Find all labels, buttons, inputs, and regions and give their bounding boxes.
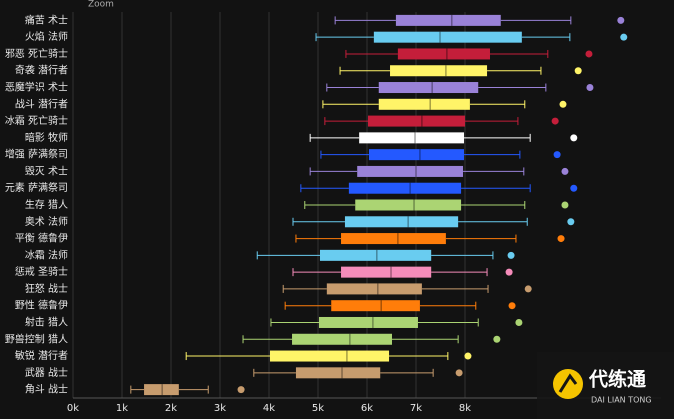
y-tick-label: 射击 猎人 [25, 315, 68, 328]
outlier [553, 151, 561, 159]
outlier [585, 50, 593, 58]
box [395, 14, 501, 26]
box [367, 115, 465, 127]
box [295, 367, 381, 379]
y-tick-label: 暗影 牧师 [25, 131, 68, 144]
x-tick-label: 5k [312, 403, 324, 414]
outlier [617, 16, 625, 24]
y-tick-label: 战斗 潜行者 [15, 97, 68, 110]
y-tick-label: 平衡 德鲁伊 [15, 232, 68, 245]
outlier [515, 318, 523, 326]
y-tick-label: 火焰 法师 [25, 30, 68, 43]
x-tick-label: 2k [165, 403, 177, 414]
watermark: 代练通 DAI LIAN TONG [537, 352, 674, 419]
outlier [493, 335, 501, 343]
outlier [561, 167, 569, 175]
x-tick-label: 0k [67, 403, 79, 414]
outlier [464, 352, 472, 360]
y-tick-label: 武器 战士 [25, 366, 68, 379]
outlier [570, 134, 578, 142]
y-tick-label: 邪恶 死亡骑士 [5, 47, 68, 60]
box [144, 384, 179, 396]
y-tick-label: 冰霜 死亡骑士 [5, 114, 68, 127]
y-tick-label: 恶魔学识 术士 [5, 81, 68, 94]
box [318, 316, 418, 328]
y-tick-label: 野兽控制 猎人 [5, 332, 68, 345]
outlier [586, 84, 594, 92]
box [390, 65, 488, 77]
box [397, 48, 490, 60]
box [341, 266, 432, 278]
y-tick-label: 奥术 法师 [25, 215, 68, 228]
watermark-title: 代练通 [588, 368, 647, 391]
box [319, 249, 432, 261]
y-tick-label: 元素 萨满祭司 [5, 181, 68, 194]
outlier [559, 100, 567, 108]
y-tick-label: 惩戒 圣骑士 [15, 265, 68, 278]
box [378, 98, 470, 110]
box [292, 333, 392, 345]
box [359, 132, 465, 144]
y-tick-label: 奇袭 潜行者 [15, 64, 68, 77]
outlier [455, 369, 463, 377]
y-tick-label: 敏锐 潜行者 [15, 349, 68, 362]
outlier [508, 302, 516, 310]
box [326, 283, 422, 295]
y-tick-label: 生存 猎人 [25, 198, 68, 211]
x-tick-label: 3k [214, 403, 226, 414]
x-tick-label: 1k [116, 403, 128, 414]
outlier [620, 33, 628, 41]
outlier [524, 285, 532, 293]
outlier [557, 235, 565, 243]
box [355, 199, 462, 211]
box [348, 182, 462, 194]
watermark-subtitle: DAI LIAN TONG [591, 396, 652, 405]
outlier [551, 117, 559, 125]
x-tick-label: 7k [410, 403, 422, 414]
y-tick-label: 痛苦 术士 [25, 13, 68, 26]
y-tick-label: 狂怒 战士 [25, 282, 68, 295]
outlier [507, 251, 515, 259]
y-tick-label: 冰霜 法师 [25, 248, 68, 261]
box [373, 31, 522, 43]
box [368, 149, 465, 161]
x-tick-label: 6k [361, 403, 373, 414]
watermark-logo [553, 369, 583, 399]
y-tick-label: 野性 德鲁伊 [15, 299, 68, 312]
box [357, 165, 464, 177]
outlier [570, 184, 578, 192]
watermark-logo-mark [558, 373, 578, 393]
box [344, 216, 459, 228]
toolbar[interactable]: Zoom [88, 0, 114, 10]
box [331, 300, 420, 312]
box [269, 350, 390, 362]
outlier [574, 67, 582, 75]
y-tick-label: 增强 萨满祭司 [5, 148, 68, 161]
x-tick-label: 4k [263, 403, 275, 414]
outlier [561, 201, 569, 209]
outlier [567, 218, 575, 226]
y-tick-label: 毁灭 术士 [25, 164, 68, 177]
box [378, 82, 479, 94]
x-tick-label: 8k [459, 403, 471, 414]
outlier [505, 268, 513, 276]
outlier [237, 386, 245, 394]
y-tick-label: 角斗 战士 [25, 383, 68, 396]
box [341, 233, 446, 245]
